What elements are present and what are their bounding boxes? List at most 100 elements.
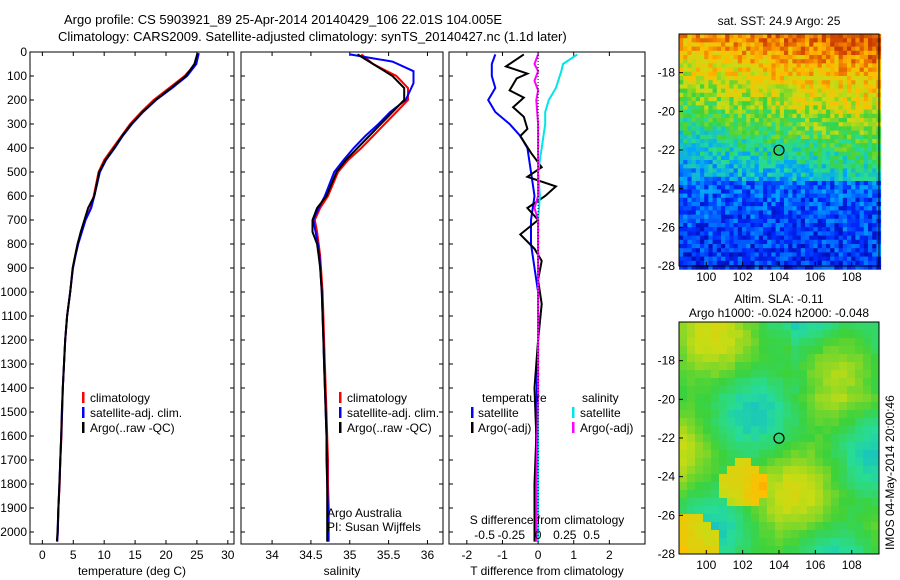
map-cell [779,176,785,182]
map-cell [859,55,865,60]
map-cell [742,231,747,237]
map-cell [855,164,861,169]
map-cell [695,176,701,182]
map-cell [687,160,693,165]
map-cell [721,34,726,39]
map-cell [842,38,848,43]
map-cell [716,126,722,132]
map-cell [695,59,701,64]
map-cell [679,239,684,245]
map-cell [716,122,722,127]
map-cell [815,370,824,379]
map-cell [687,164,693,169]
map-cell [784,109,789,115]
map-cell [729,109,735,115]
map-cell [855,210,861,216]
map-cell [683,164,688,169]
map-cell [687,260,693,266]
map-cell [725,63,730,69]
map-cell [758,210,764,216]
map-cell [716,185,722,190]
map-cell [784,260,789,266]
map-cell [809,168,814,174]
map-cell [775,55,781,60]
map-cell [767,105,772,111]
map-cell [708,134,714,140]
map-cell [679,418,688,427]
map-cell [700,67,705,73]
map-cell [763,231,768,237]
map-cell [775,514,784,523]
map-cell [831,450,840,459]
map-cell [708,218,714,224]
map-cell [750,88,756,94]
map-cell [826,244,831,249]
map-cell [826,76,831,81]
map-cell [742,265,747,270]
map-cell [831,402,840,411]
map-cell [788,202,793,207]
map-cell [727,370,736,379]
map-cell [703,514,712,523]
map-cell [807,362,816,371]
map-cell [847,362,856,371]
map-cell [750,63,756,69]
map-cell [784,46,789,52]
map-cell [725,231,730,237]
map-cell [743,338,752,347]
map-cell [839,378,848,387]
map-cell [716,143,722,148]
map-cell [792,63,798,69]
map-cell [800,126,806,132]
map-cell [712,202,718,207]
map-cell [851,223,856,228]
map-cell [834,134,840,140]
map-cell [830,210,835,216]
map-cell [729,155,735,161]
map-cell [868,109,873,115]
map-cell [695,244,701,249]
map-cell [796,265,802,270]
map-cell [805,168,810,174]
map-cell [792,197,798,203]
map-cell [834,97,840,102]
map-cell [855,322,864,331]
map-cell [712,109,718,115]
map-cell [784,252,789,258]
map-cell [830,155,835,161]
map-cell [775,189,781,195]
map-cell [733,126,739,132]
map-cell [805,223,810,228]
map-cell [784,147,789,153]
map-cell [742,67,747,73]
map-cell [855,139,861,144]
map-cell [716,160,722,165]
map-cell [767,197,772,203]
map-cell [817,67,823,73]
map-cell [868,59,873,64]
map-cell [838,55,844,60]
map-cell [719,546,728,555]
map-cell [788,151,793,157]
map-cell [754,59,760,64]
map-cell [695,181,701,186]
map-cell [751,370,760,379]
map-cell [775,378,784,387]
map-cell [712,252,718,258]
map-cell [783,514,792,523]
map-cell [830,42,835,48]
legend-title: salinity [582,391,619,405]
map-cell [687,71,693,77]
map-cell [826,88,831,94]
map-cell [872,189,877,195]
map-cell [817,113,823,119]
map-cell [817,239,823,245]
map-cell [751,458,760,467]
map-cell [771,214,777,220]
map-cell [695,55,701,60]
map-cell [719,434,728,443]
salinity-profile: 34 34.5 35 35.5 36salinityclimatologysatelli… [240,51,444,578]
map-cell [719,466,728,475]
map-cell [716,202,722,207]
map-cell [735,450,744,459]
